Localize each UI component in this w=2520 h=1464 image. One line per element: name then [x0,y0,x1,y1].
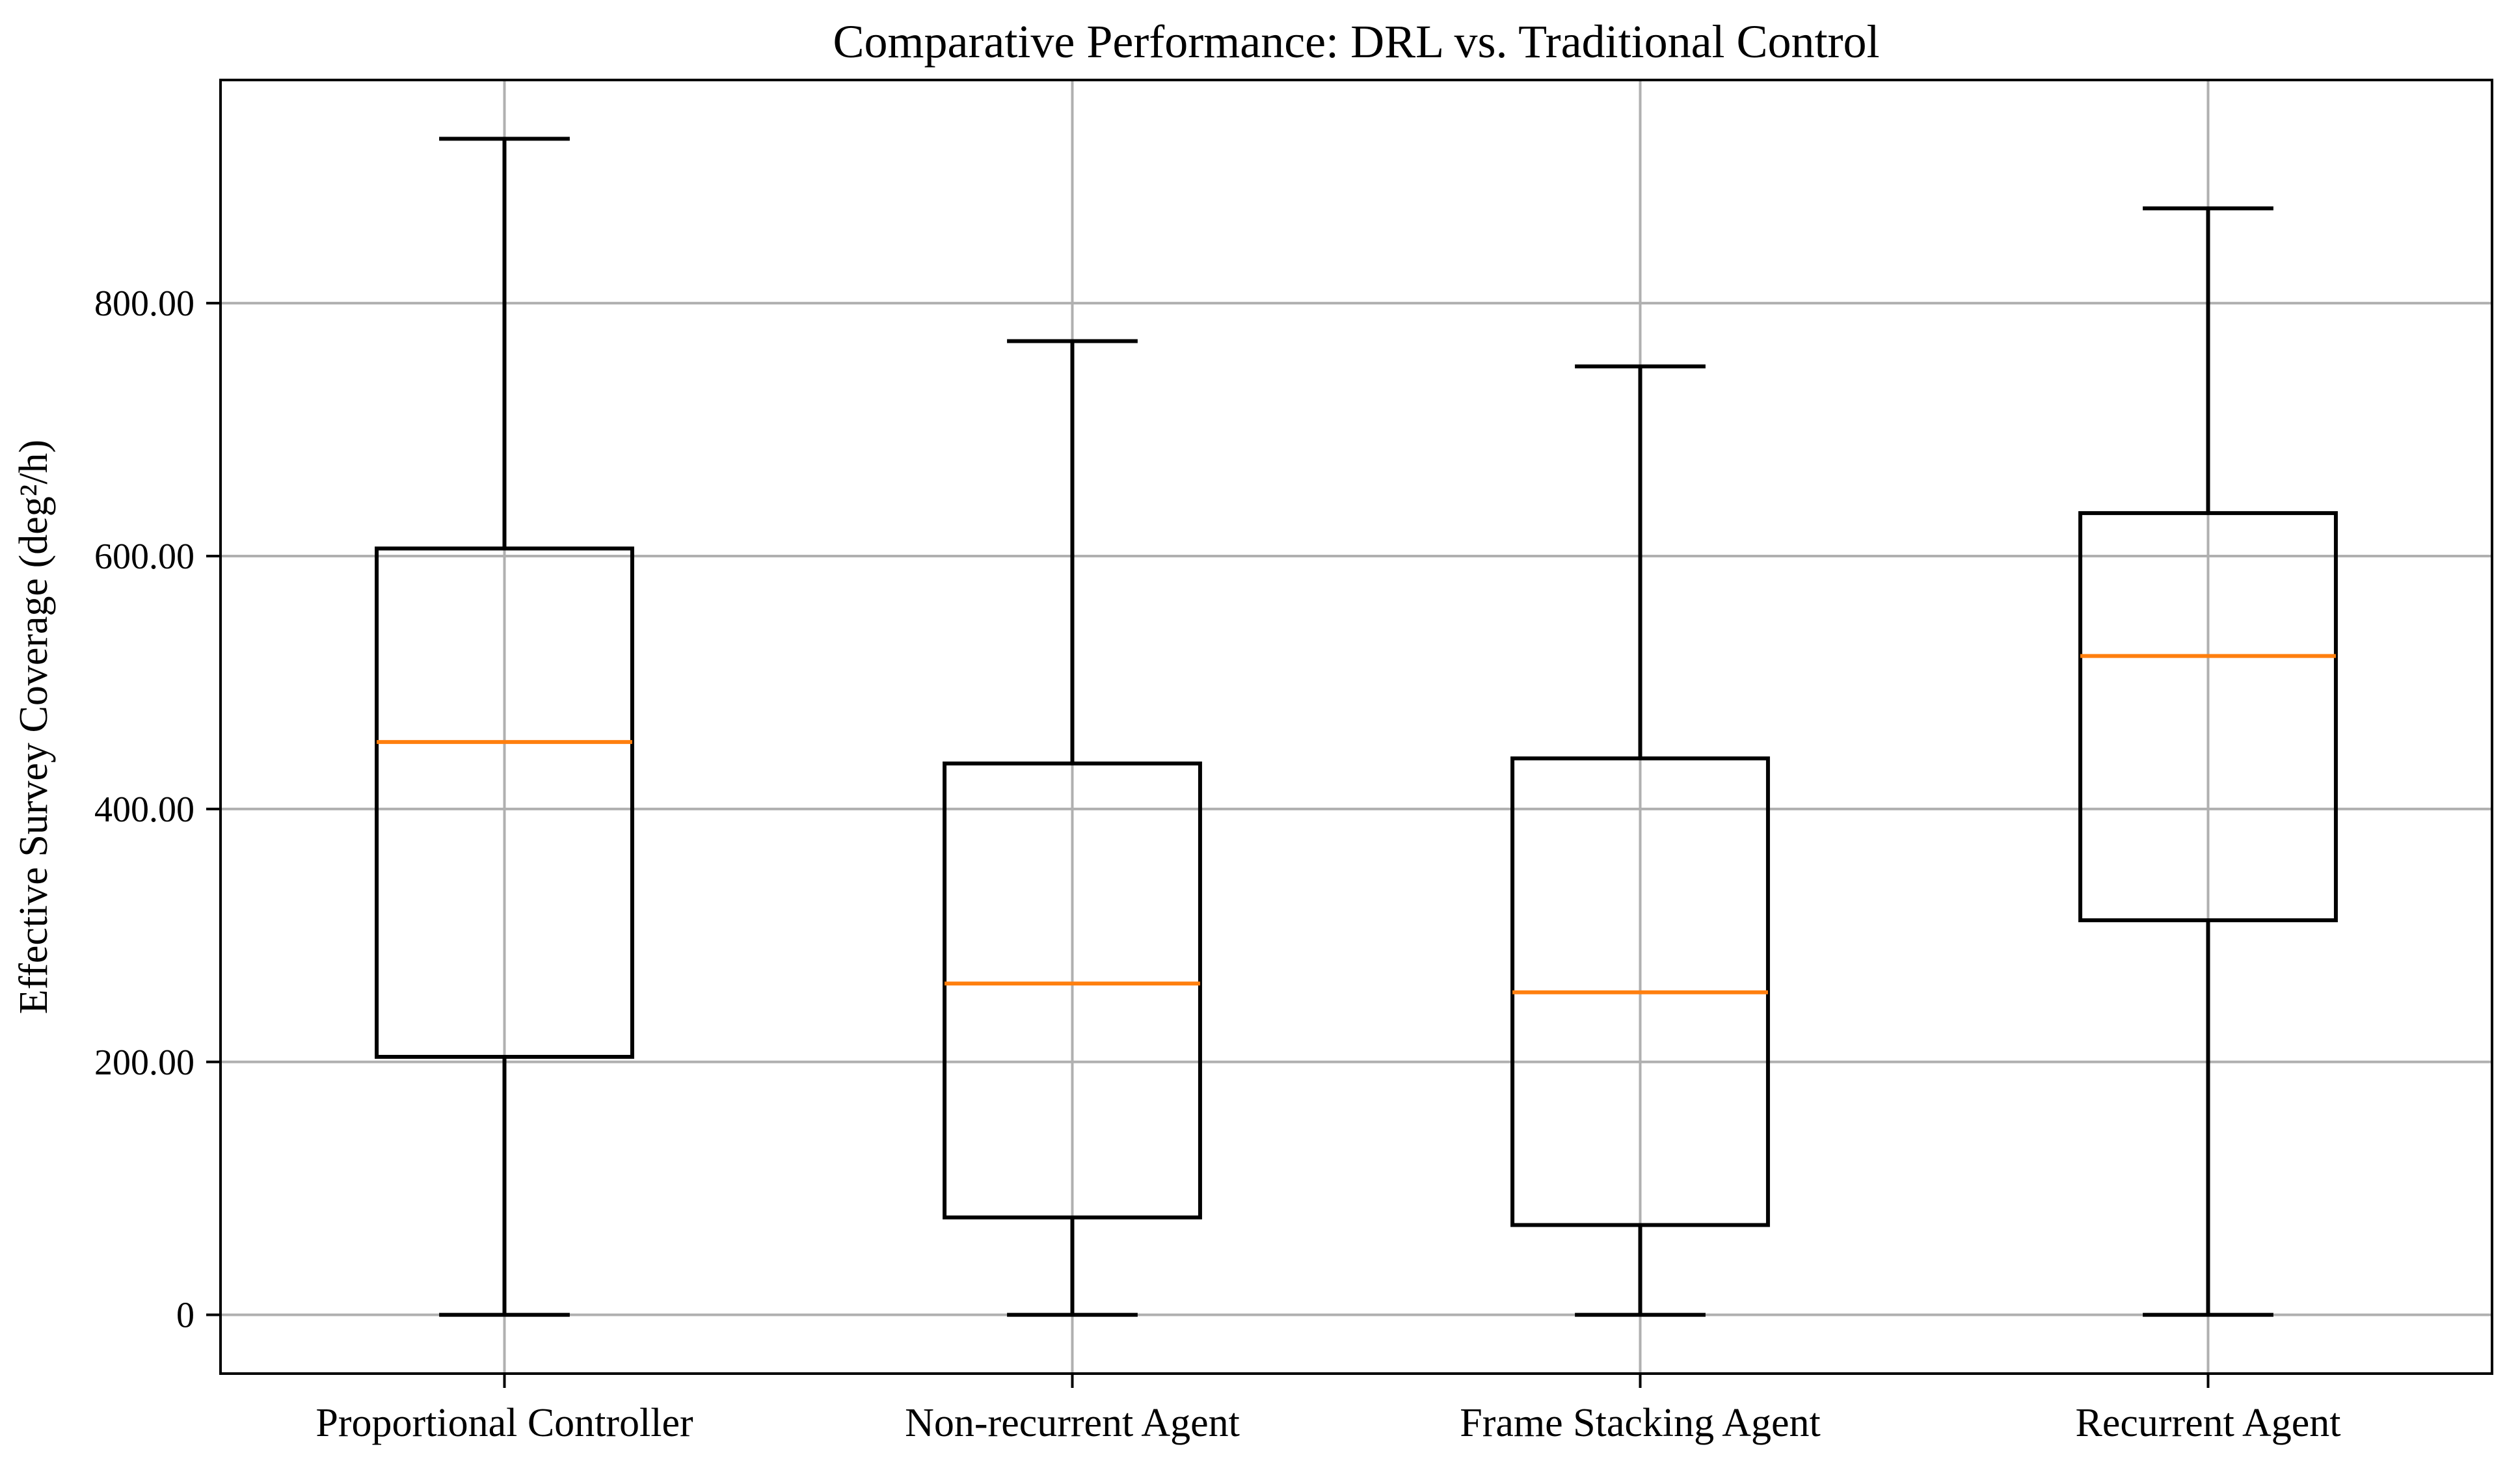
x-tick-label: Proportional Controller [315,1401,693,1445]
x-tick-label: Recurrent Agent [2075,1401,2340,1445]
box-frame-stacking-agent [1510,364,1770,1317]
y-axis-label: Effective Survey Coverage (deg²/h) [12,440,56,1014]
chart-title: Comparative Performance: DRL vs. Traditi… [833,16,1879,68]
y-tick-label: 200.00 [94,1043,194,1083]
y-tick-label: 800.00 [94,284,194,324]
plot-border [219,79,2493,1375]
box-recurrent-agent [2078,206,2338,1317]
y-tick-label: 0 [176,1296,194,1336]
y-tick-label: 400.00 [94,790,194,830]
iqr-box [2078,511,2338,922]
box-non-recurrent-agent [943,339,1202,1317]
iqr-box [943,761,1202,1219]
box-proportional-controller [375,137,634,1317]
iqr-box [375,546,634,1059]
x-tick-label: Non-recurrent Agent [905,1401,1240,1445]
x-tick-label: Frame Stacking Agent [1460,1401,1820,1445]
y-tick-label: 600.00 [94,537,194,577]
